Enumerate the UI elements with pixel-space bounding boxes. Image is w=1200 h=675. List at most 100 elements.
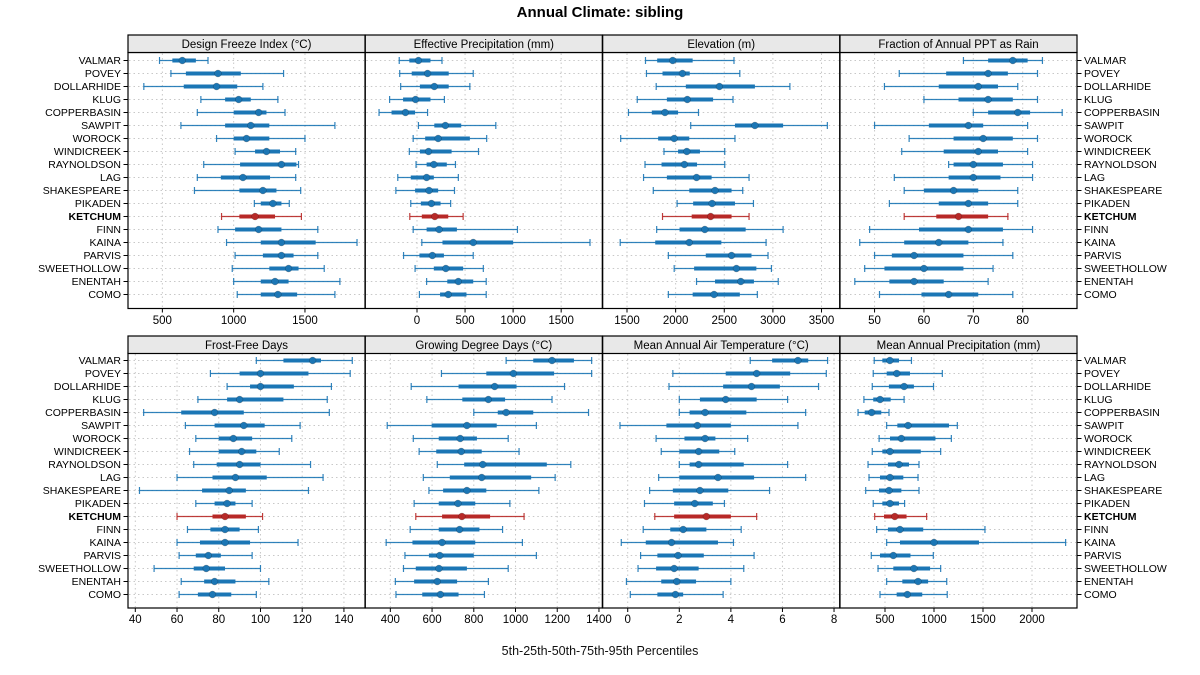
percentile-row-valmar (158, 56, 209, 65)
station-label-right: LAG (1084, 172, 1105, 184)
median-dot (889, 551, 898, 560)
median-dot (670, 134, 678, 143)
percentile-row-pikaden (195, 499, 253, 508)
percentile-row-shakespeare (428, 486, 540, 495)
station-label-left: WOROCK (73, 433, 121, 445)
percentile-row-ketchum (176, 512, 264, 521)
percentile-row-dollarhide (668, 382, 820, 391)
median-dot (469, 238, 477, 247)
percentile-row-sweethollow (877, 564, 942, 573)
percentile-row-shakespeare (865, 486, 920, 495)
percentile-row-como (418, 290, 487, 299)
station-label-left: POVEY (85, 68, 121, 80)
station-label-left: RAYNOLDSON (48, 159, 121, 171)
x-tick-label: 1000 (500, 315, 526, 327)
percentile-row-raynoldson (193, 460, 312, 469)
percentile-row-valmar (255, 356, 353, 365)
median-dot (701, 408, 709, 417)
station-label-right: COMO (1084, 289, 1117, 301)
percentile-row-kaina (225, 238, 358, 247)
station-label-left: KLUG (92, 94, 121, 106)
panel-strip-title: Effective Precipitation (mm) (414, 39, 555, 51)
percentile-row-valmar (505, 356, 593, 365)
x-tick-label: 1000 (921, 614, 947, 626)
median-dot (436, 551, 444, 560)
median-dot (667, 538, 676, 547)
x-tick-label: 500 (875, 614, 894, 626)
percentile-row-copperbasin (678, 408, 807, 417)
median-dot (509, 369, 518, 378)
percentile-row-klug (426, 395, 553, 404)
percentile-row-kaina (421, 238, 591, 247)
median-dot (422, 173, 431, 182)
station-label-right: ENENTAH (1084, 576, 1133, 588)
median-dot (436, 590, 445, 599)
percentile-row-raynoldson (436, 460, 572, 469)
percentile-row-dollarhide (871, 382, 935, 391)
median-dot (711, 186, 719, 195)
percentile-row-sawpit (873, 121, 1029, 130)
panel-growing-degree-days: 400 600 800 1000 1200 1400 Growing Degree Days… (364, 335, 612, 626)
median-dot (683, 95, 692, 104)
percentile-row-klug (636, 95, 734, 104)
median-dot (478, 473, 486, 482)
station-label-left: WINDICREEK (54, 146, 121, 158)
panel-strip (839, 335, 1078, 355)
x-tick-label: 1500 (970, 614, 996, 626)
median-dot (696, 486, 704, 495)
percentile-row-copperbasin (378, 108, 429, 117)
median-dot (229, 434, 238, 443)
percentile-row-pikaden (888, 199, 1019, 208)
median-dot (490, 382, 499, 391)
percentile-row-dollarhide (400, 82, 471, 91)
x-tick-label: 40 (129, 614, 142, 626)
percentile-row-pikaden (413, 499, 511, 508)
station-label-left: RAYNOLDSON (48, 459, 121, 471)
median-dot (680, 160, 689, 169)
percentile-row-klug (389, 95, 445, 104)
median-dot (221, 525, 229, 534)
percentile-row-povey (209, 369, 351, 378)
station-label-left: PARVIS (83, 250, 121, 262)
median-dot (178, 56, 187, 65)
median-dot (284, 264, 293, 273)
percentile-row-como (395, 590, 486, 599)
percentile-row-windicreek (188, 447, 280, 456)
percentile-row-parvis (640, 551, 755, 560)
median-dot (969, 173, 978, 182)
panel-design-freeze-index: 500 1000 1500 Design Freeze Index (°C) (127, 34, 366, 327)
station-label-right: FINN (1084, 224, 1109, 236)
median-dot (441, 121, 450, 130)
percentile-row-kaina (886, 538, 1067, 547)
median-dot (715, 82, 724, 91)
station-label-right: KAINA (1084, 537, 1116, 549)
panel-background (128, 52, 365, 309)
x-tick-label: 500 (153, 315, 172, 327)
percentile-row-parvis (402, 251, 474, 260)
station-label-right: SAWPIT (1084, 420, 1124, 432)
percentile-legend: 5th-25th-50th-75th-95th Percentiles (501, 644, 699, 658)
station-label-right: PARVIS (1084, 550, 1122, 562)
station-label-right: PARVIS (1084, 250, 1122, 262)
percentile-row-sweethollow (414, 264, 484, 273)
median-dot (454, 499, 462, 508)
median-dot (458, 512, 466, 521)
x-tick-label: 60 (171, 614, 184, 626)
percentile-row-povey (399, 69, 474, 78)
percentile-row-povey (440, 369, 593, 378)
percentile-row-pikaden (676, 199, 755, 208)
percentile-row-pikaden (253, 199, 290, 208)
percentile-row-lag (422, 473, 556, 482)
station-label-left: SWEETHOLLOW (38, 563, 121, 575)
station-label-left: SAWPIT (81, 420, 121, 432)
station-label-left: FINN (97, 524, 122, 536)
percentile-row-copperbasin (196, 108, 286, 117)
percentile-row-sawpit (690, 121, 828, 130)
station-label-left: DOLLARHIDE (54, 81, 121, 93)
median-dot (548, 356, 556, 365)
percentile-row-shakespeare (903, 186, 1019, 195)
median-dot (428, 251, 437, 260)
percentile-row-valmar (398, 56, 443, 65)
station-label-right: COPPERBASIN (1084, 407, 1160, 419)
